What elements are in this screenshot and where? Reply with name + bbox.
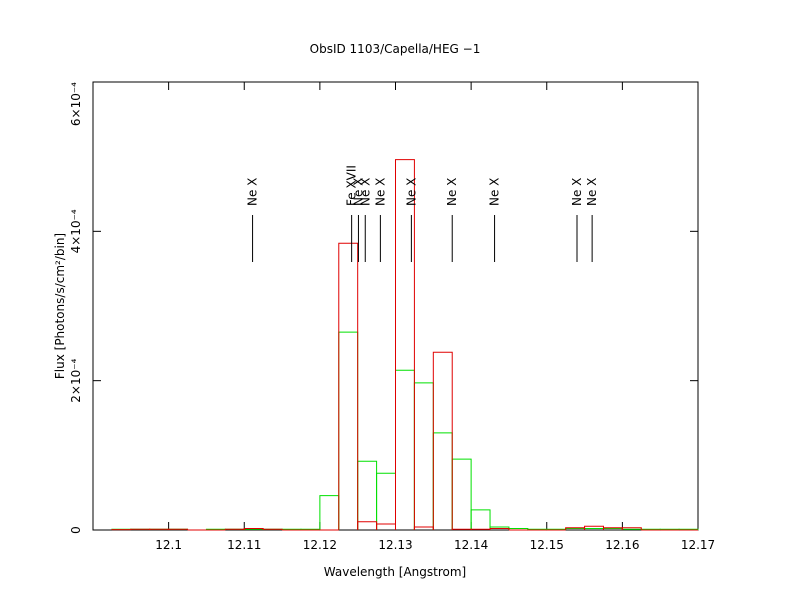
annotation-label: Ne X: [488, 178, 502, 206]
x-tick-label: 12.16: [605, 538, 639, 552]
annotation-label: Ne X: [358, 178, 372, 206]
x-tick-label: 12.11: [227, 538, 261, 552]
x-tick-label: 12.14: [454, 538, 488, 552]
annotation-label: Ne X: [246, 178, 260, 206]
histogram-bin: [470, 509, 491, 530]
histogram-bin: [395, 159, 415, 530]
annotation-label: Fe XVII: [345, 165, 359, 206]
annotation-label: Ne X: [351, 178, 365, 206]
x-tick-label: 12.17: [681, 538, 715, 552]
y-tick-label: 4×10⁻⁴: [69, 209, 83, 253]
chart-title: ObsID 1103/Capella/HEG −1: [310, 42, 481, 56]
x-tick-label: 12.1: [155, 538, 182, 552]
annotation-label: Ne X: [585, 178, 599, 206]
y-tick-label: 6×10⁻⁴: [69, 82, 83, 126]
y-tick-label: 2×10⁻⁴: [69, 358, 83, 402]
x-tick-label: 12.12: [303, 538, 337, 552]
histogram-bin: [621, 527, 642, 530]
annotation-label: Ne X: [445, 178, 459, 206]
histogram-bin: [489, 528, 510, 530]
histogram-bin: [338, 242, 359, 530]
annotation-label: Ne X: [373, 178, 387, 206]
annotation-label: Ne X: [570, 178, 584, 206]
annotation-label: Ne X: [404, 178, 418, 206]
y-axis-label: Flux [Photons/s/cm²/bin]: [53, 233, 67, 379]
y-tick-label: 0: [69, 526, 83, 534]
x-tick-label: 12.15: [530, 538, 564, 552]
x-axis-label: Wavelength [Angstrom]: [324, 565, 466, 579]
histogram-bin: [168, 528, 189, 530]
histogram-bin: [432, 351, 453, 530]
x-tick-label: 12.13: [378, 538, 412, 552]
